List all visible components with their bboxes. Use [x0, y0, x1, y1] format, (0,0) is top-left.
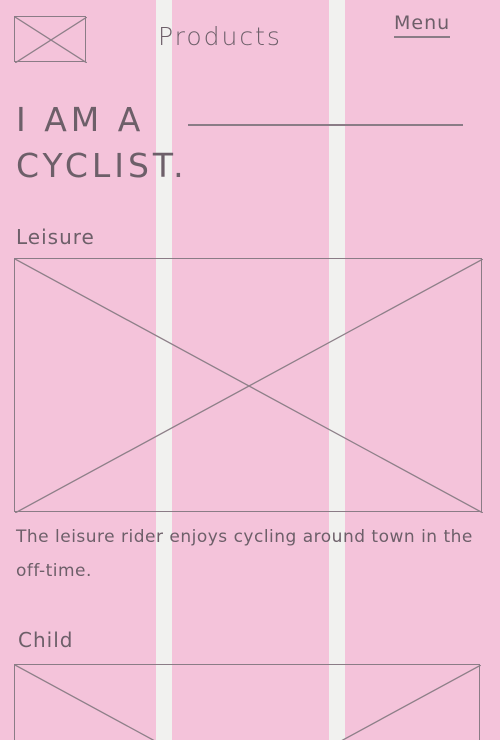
- hero-blank-field[interactable]: [188, 124, 463, 126]
- page-title: Products: [158, 22, 282, 51]
- menu-button[interactable]: Menu: [394, 12, 451, 38]
- grid-column-3: [345, 0, 500, 740]
- hero-heading-line-1: I AM A: [16, 100, 145, 139]
- child-image-placeholder[interactable]: [14, 664, 481, 740]
- grid-column-1: [0, 0, 156, 740]
- leisure-description: The leisure rider enjoys cycling around …: [16, 527, 473, 581]
- hero-heading-line-2: CYCLIST.: [16, 146, 188, 185]
- section-label-leisure: Leisure: [16, 225, 95, 249]
- image-placeholder-icon: [15, 259, 483, 513]
- section-label-child: Child: [18, 628, 74, 652]
- image-placeholder-icon: [15, 17, 87, 63]
- leisure-image-placeholder[interactable]: [14, 258, 483, 513]
- image-placeholder-icon: [15, 665, 481, 740]
- logo-placeholder-icon[interactable]: [14, 16, 87, 63]
- grid-column-2: [172, 0, 329, 740]
